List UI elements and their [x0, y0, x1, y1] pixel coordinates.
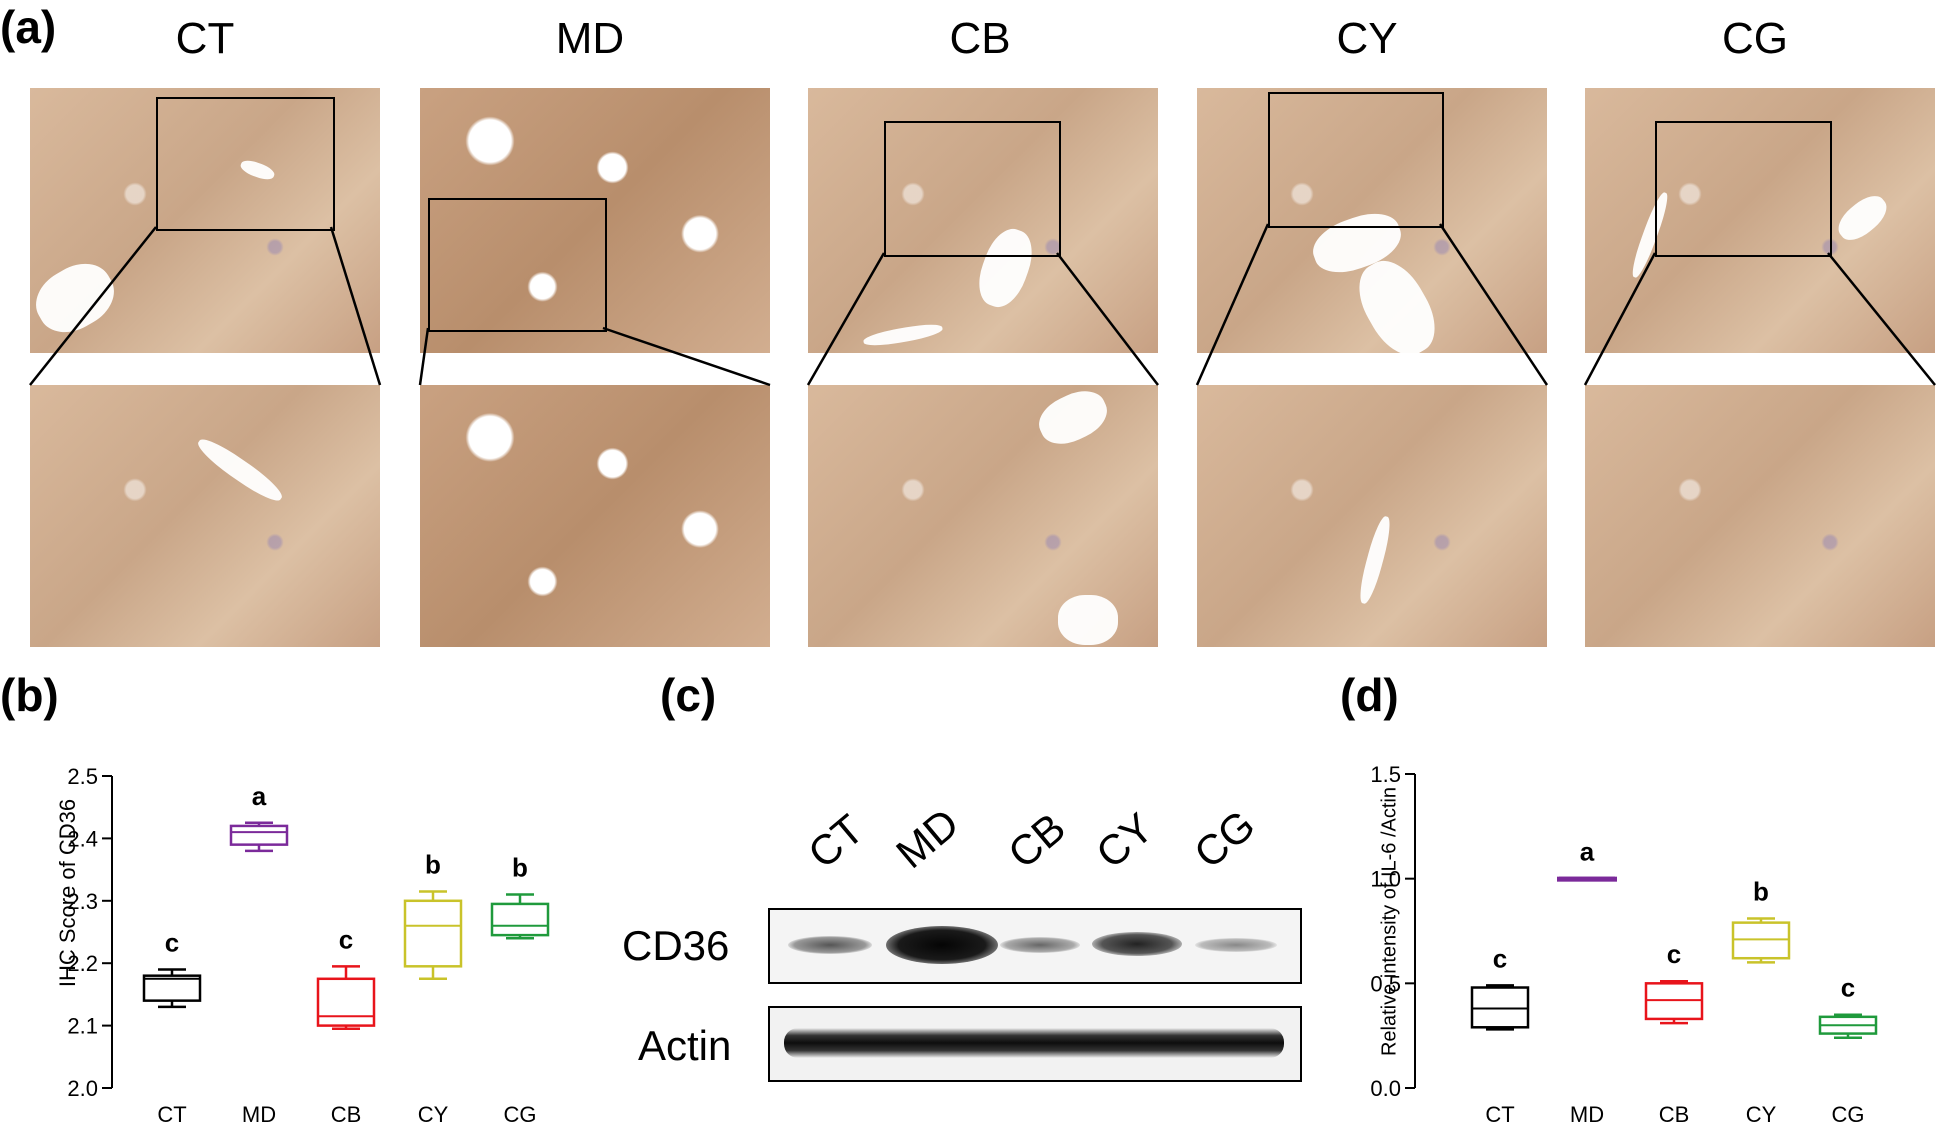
box-ct-box	[142, 974, 202, 1002]
y-tick-label: 2.3	[67, 889, 98, 914]
band-cd36-cy	[1092, 932, 1182, 956]
box-cy-box	[403, 899, 463, 968]
micrograph-md-zoom	[420, 385, 770, 647]
group-title-cg: CG	[1722, 14, 1788, 63]
roi-box-cg	[1655, 121, 1832, 257]
y-axis-label-d: Relative intensity of IL-6 /Actin	[1378, 787, 1401, 1057]
x-category-label: CT	[1485, 1102, 1514, 1127]
y-tick-label: 2.1	[67, 1014, 98, 1039]
band-cd36-cg	[1195, 938, 1277, 952]
micrograph-ct-zoom	[30, 385, 380, 647]
x-category-label: MD	[1570, 1102, 1604, 1127]
box-md-box	[229, 824, 289, 846]
box-cy-significance-letter: b	[1753, 876, 1769, 906]
micrograph-cy-overview	[1197, 88, 1547, 353]
group-title-md: MD	[555, 14, 625, 63]
y-tick-label: 0.5	[1370, 971, 1401, 996]
group-title-cy: CY	[1336, 14, 1398, 63]
box-cg-significance-letter: b	[512, 853, 528, 883]
box-ct-significance-letter: c	[1493, 943, 1507, 973]
blot-row-cd36-label: CD36	[622, 922, 730, 969]
group-title-cb: CB	[949, 14, 1011, 63]
micrograph-cg-overview	[1585, 88, 1935, 353]
micrograph-cb-zoom	[808, 385, 1158, 647]
band-cd36-cb	[1000, 937, 1080, 953]
x-category-label: CY	[418, 1102, 449, 1127]
x-category-label: MD	[242, 1102, 276, 1127]
box-cg-significance-letter: c	[1841, 973, 1855, 1003]
box-cb-box	[316, 977, 376, 1027]
panel-b-label: (b)	[0, 669, 59, 721]
y-tick-label: 0.0	[1370, 1076, 1401, 1101]
micrograph-cy-zoom	[1197, 385, 1547, 647]
x-category-label: CG	[1832, 1102, 1865, 1127]
band-cd36-md	[886, 926, 998, 964]
x-category-label: CG	[504, 1102, 537, 1127]
band-actin-strip	[784, 1028, 1284, 1058]
group-title-ct: CT	[175, 14, 235, 63]
box-md-significance-letter: a	[252, 781, 267, 811]
box-cb-significance-letter: c	[1667, 939, 1681, 969]
y-tick-label: 1.0	[1370, 867, 1401, 892]
box-cb-box	[1644, 982, 1704, 1021]
blot-cd36-membrane	[768, 908, 1302, 984]
y-tick-label: 2.4	[67, 826, 98, 851]
blot-actin-membrane	[768, 1006, 1302, 1082]
micrograph-md-overview	[420, 88, 770, 353]
box-cb-significance-letter: c	[339, 924, 353, 954]
x-category-label: CY	[1746, 1102, 1777, 1127]
roi-box-cy	[1268, 92, 1444, 228]
x-category-label: CT	[157, 1102, 186, 1127]
box-cy-significance-letter: b	[425, 849, 441, 879]
x-category-label: CB	[331, 1102, 362, 1127]
x-category-label: CB	[1659, 1102, 1690, 1127]
panel-a-label: (a)	[0, 1, 57, 53]
y-tick-label: 2.2	[67, 951, 98, 976]
micrograph-ct-overview	[30, 88, 380, 353]
y-tick-label: 2.0	[67, 1076, 98, 1101]
roi-box-cb	[884, 121, 1061, 257]
roi-box-ct	[156, 97, 335, 231]
box-ct-box	[1470, 986, 1530, 1029]
micrograph-cg-zoom	[1585, 385, 1935, 647]
band-cd36-ct	[788, 936, 872, 954]
y-tick-label: 2.5	[67, 764, 98, 789]
panel-c-label: (c)	[660, 669, 717, 721]
box-cg-box	[490, 902, 550, 937]
box-cy-box	[1731, 921, 1791, 960]
y-tick-label: 1.5	[1370, 762, 1401, 787]
blot-row-actin-label: Actin	[638, 1022, 732, 1069]
panel-d-label: (d)	[1340, 669, 1399, 721]
roi-box-md	[428, 198, 607, 332]
box-md-significance-letter: a	[1580, 837, 1595, 867]
box-ct-significance-letter: c	[165, 927, 179, 957]
